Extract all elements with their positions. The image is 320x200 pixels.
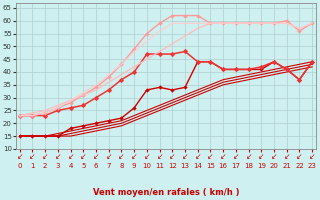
X-axis label: Vent moyen/en rafales ( km/h ): Vent moyen/en rafales ( km/h ) [93, 188, 239, 197]
Text: ↙: ↙ [245, 152, 252, 161]
Text: ↙: ↙ [80, 152, 86, 161]
Text: ↙: ↙ [271, 152, 277, 161]
Text: ↙: ↙ [182, 152, 188, 161]
Text: ↙: ↙ [17, 152, 23, 161]
Text: ↙: ↙ [309, 152, 315, 161]
Text: ↙: ↙ [131, 152, 137, 161]
Text: ↙: ↙ [169, 152, 175, 161]
Text: ↙: ↙ [156, 152, 163, 161]
Text: ↙: ↙ [258, 152, 264, 161]
Text: ↙: ↙ [93, 152, 99, 161]
Text: ↙: ↙ [29, 152, 36, 161]
Text: ↙: ↙ [207, 152, 214, 161]
Text: ↙: ↙ [284, 152, 290, 161]
Text: ↙: ↙ [106, 152, 112, 161]
Text: ↙: ↙ [118, 152, 124, 161]
Text: ↙: ↙ [296, 152, 303, 161]
Text: ↙: ↙ [68, 152, 74, 161]
Text: ↙: ↙ [55, 152, 61, 161]
Text: ↙: ↙ [144, 152, 150, 161]
Text: ↙: ↙ [220, 152, 226, 161]
Text: ↙: ↙ [195, 152, 201, 161]
Text: ↙: ↙ [42, 152, 48, 161]
Text: ↙: ↙ [233, 152, 239, 161]
